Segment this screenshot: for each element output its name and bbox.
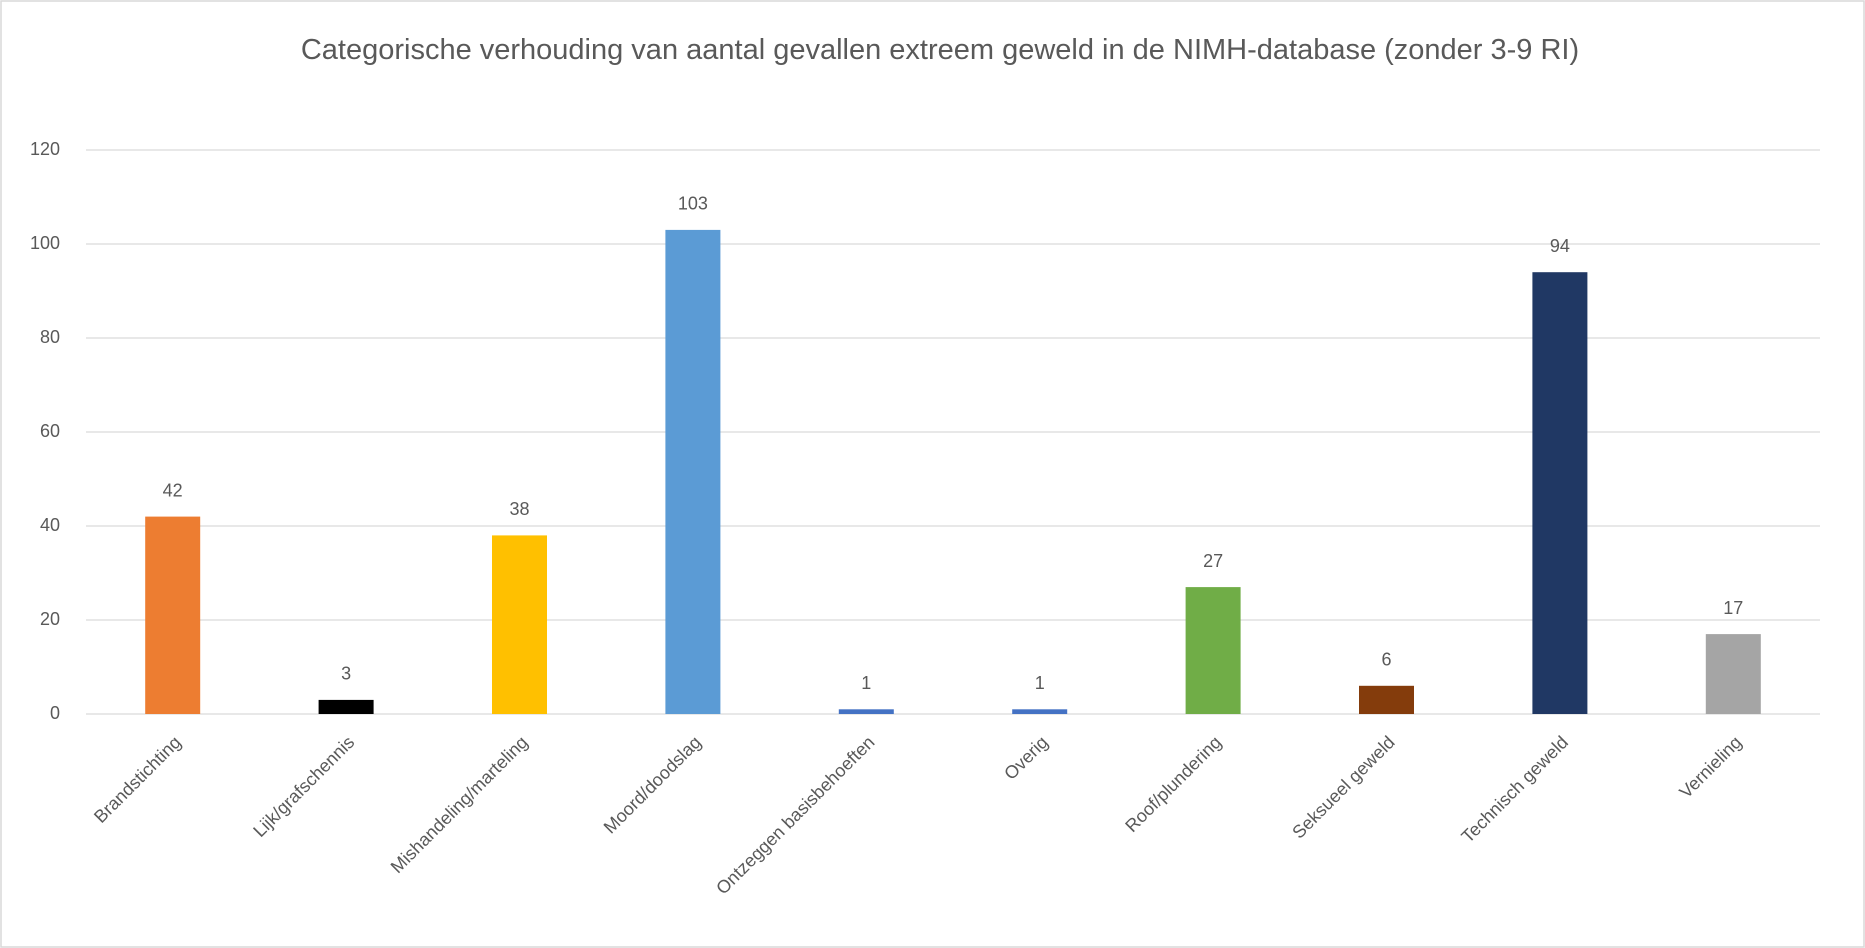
x-tick-label: Ontzeggen basisbehoeften (712, 732, 878, 898)
bar (318, 699, 374, 714)
data-label: 38 (509, 499, 529, 519)
x-tick-label: Moord/doodslag (600, 732, 705, 837)
data-label: 6 (1381, 650, 1391, 670)
x-tick-label: Technisch geweld (1457, 732, 1572, 847)
x-tick-label: Overig (1000, 732, 1052, 784)
data-label: 3 (341, 664, 351, 684)
x-tick-label: Mishandeling/marteling (387, 732, 532, 877)
y-tick-label: 20 (40, 609, 60, 629)
y-tick-label: 40 (40, 515, 60, 535)
bar (145, 516, 201, 714)
bar (1705, 634, 1761, 714)
chart-title: Categorische verhouding van aantal geval… (300, 34, 1580, 66)
data-label: 17 (1723, 598, 1743, 618)
x-tick-label: Lijk/grafschennis (249, 732, 358, 841)
x-tick-label: Seksueel geweld (1288, 732, 1398, 842)
y-tick-label: 100 (30, 233, 60, 253)
y-tick-label: 60 (40, 421, 60, 441)
bar (1012, 709, 1068, 714)
data-label: 42 (163, 480, 183, 500)
y-tick-label: 80 (40, 327, 60, 347)
x-tick-label: Vernieling (1675, 732, 1745, 802)
bar (838, 709, 894, 714)
data-label: 103 (678, 194, 708, 214)
x-tick-label: Brandstichting (90, 732, 185, 827)
x-tick-label: Roof/plundering (1121, 732, 1225, 836)
data-label: 1 (1035, 673, 1045, 693)
bar (1359, 685, 1414, 714)
y-tick-label: 0 (50, 703, 60, 723)
bar (1185, 587, 1241, 714)
data-label: 1 (861, 673, 871, 693)
data-label: 27 (1203, 551, 1223, 571)
bar (1532, 272, 1588, 714)
bar (492, 535, 547, 714)
y-tick-label: 120 (30, 139, 60, 159)
bar (665, 229, 721, 714)
data-label: 94 (1550, 236, 1570, 256)
